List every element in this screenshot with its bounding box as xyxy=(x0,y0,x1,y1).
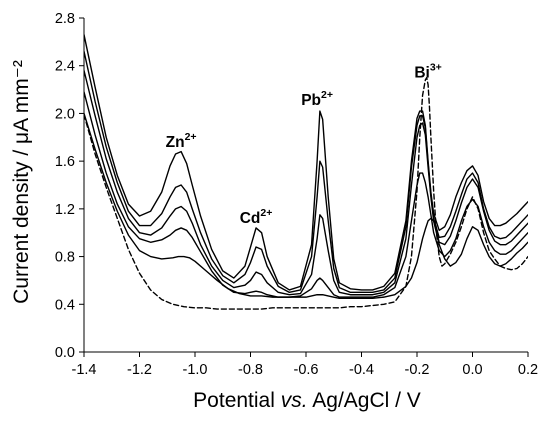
series-line-2 xyxy=(84,112,528,300)
plot-area xyxy=(84,34,528,310)
series-line-3 xyxy=(84,91,528,298)
x-tick-label: -0.8 xyxy=(238,362,263,378)
annotations: Zn2+Cd2+Pb2+Bi3+ xyxy=(166,62,442,228)
peak-label-cd: Cd2+ xyxy=(240,207,273,227)
y-tick-label: 0.8 xyxy=(55,250,75,266)
x-tick-label: -1.2 xyxy=(127,362,152,378)
y-tick-label: 0.0 xyxy=(55,345,75,361)
x-axis-title: Potential vs. Ag/AgCl / V xyxy=(193,389,421,412)
x-tick-label: -0.2 xyxy=(405,362,430,378)
x-tick-label: -1.0 xyxy=(183,362,208,378)
peak-label-charge: 2+ xyxy=(260,207,272,219)
peak-label-ion: Bi xyxy=(414,65,430,82)
peak-label-ion: Zn xyxy=(166,134,185,151)
x-tick-label: 0.2 xyxy=(518,362,538,378)
peak-label-ion: Cd xyxy=(240,210,261,227)
y-tick-label: 2.4 xyxy=(55,59,75,75)
x-tick-label: 0.0 xyxy=(462,362,482,378)
peak-label-charge: 2+ xyxy=(321,89,333,101)
y-tick-label: 1.2 xyxy=(55,202,75,218)
x-tick-label: -0.4 xyxy=(349,362,374,378)
y-tick-label: 2.8 xyxy=(55,11,75,27)
y-axis-title: Current density / μA mm⁻² xyxy=(10,60,33,304)
y-tick-label: 0.4 xyxy=(55,297,75,313)
axes: -1.4 -1.2 -1.0 -0.8 -0.6 -0.4 -0.2 0.0 0.2 0.0 0.4… xyxy=(55,11,538,378)
peak-label-bi: Bi3+ xyxy=(414,62,441,82)
series-line-1 xyxy=(84,76,528,310)
series-line-5 xyxy=(84,50,528,294)
series-line-6 xyxy=(84,34,528,291)
peak-label-zn: Zn2+ xyxy=(166,131,197,151)
peak-label-ion: Pb xyxy=(301,92,321,109)
y-tick-label: 2.0 xyxy=(55,106,75,122)
y-tick-label: 1.6 xyxy=(55,154,75,170)
x-tick-label: -1.4 xyxy=(72,362,97,378)
series-line-4 xyxy=(84,69,528,296)
peak-label-pb: Pb2+ xyxy=(301,89,333,109)
peak-label-charge: 2+ xyxy=(185,131,197,143)
peak-label-charge: 3+ xyxy=(430,62,442,74)
x-tick-label: -0.6 xyxy=(294,362,319,378)
